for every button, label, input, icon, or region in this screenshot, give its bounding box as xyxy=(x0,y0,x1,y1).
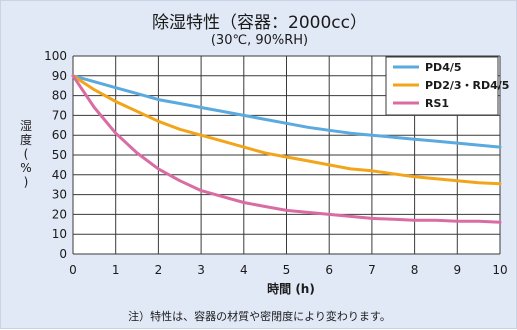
y-tick-label: 100 xyxy=(44,49,67,63)
x-axis-label: 時間 (h) xyxy=(267,282,315,296)
y-tick-label: 60 xyxy=(52,128,67,142)
x-tick-label: 10 xyxy=(492,263,507,277)
y-tick-label: 10 xyxy=(52,227,67,241)
y-tick-label: 20 xyxy=(52,207,67,221)
series-line-0 xyxy=(71,74,502,149)
y-tick-label: 80 xyxy=(52,89,67,103)
x-tick-label: 7 xyxy=(368,263,376,277)
series-line-2 xyxy=(71,74,502,224)
y-tick-label: 50 xyxy=(52,148,67,162)
y-tick-labels: 0 10 20 30 40 50 60 70 80 90 100 xyxy=(44,49,67,261)
x-tick-label: 0 xyxy=(69,263,77,277)
series-lines xyxy=(71,74,502,224)
x-tick-label: 8 xyxy=(411,263,419,277)
x-tick-labels: 0 1 2 3 4 5 6 7 8 9 10 xyxy=(69,263,507,277)
legend-label-2: RS1 xyxy=(425,97,449,110)
chart-title: 除湿特性（容器：2000cc） xyxy=(152,13,367,33)
x-tick-label: 5 xyxy=(283,263,291,277)
y-tick-label: 40 xyxy=(52,168,67,182)
x-tick-label: 4 xyxy=(240,263,248,277)
x-tick-label: 1 xyxy=(112,263,120,277)
x-tick-label: 2 xyxy=(155,263,163,277)
legend-label-0: PD4/5 xyxy=(425,61,462,74)
x-tick-label: 3 xyxy=(197,263,205,277)
y-tick-label: 70 xyxy=(52,108,67,122)
chart-subtitle: (30℃, 90%RH) xyxy=(210,33,309,48)
footnote: 注）特性は、容器の材質や密閉度により変わります。 xyxy=(128,310,391,323)
series-line-1 xyxy=(71,74,502,186)
x-tick-label: 6 xyxy=(325,263,333,277)
y-tick-label: 90 xyxy=(52,69,67,83)
y-tick-label: 30 xyxy=(52,188,67,202)
legend-label-1: PD2/3・RD4/5 xyxy=(425,79,509,92)
y-axis-label: 湿度(%) xyxy=(19,119,32,189)
y-tick-label: 0 xyxy=(59,247,67,261)
legend: PD4/5 PD2/3・RD4/5 RS1 xyxy=(385,56,509,116)
x-tick-label: 9 xyxy=(453,263,461,277)
